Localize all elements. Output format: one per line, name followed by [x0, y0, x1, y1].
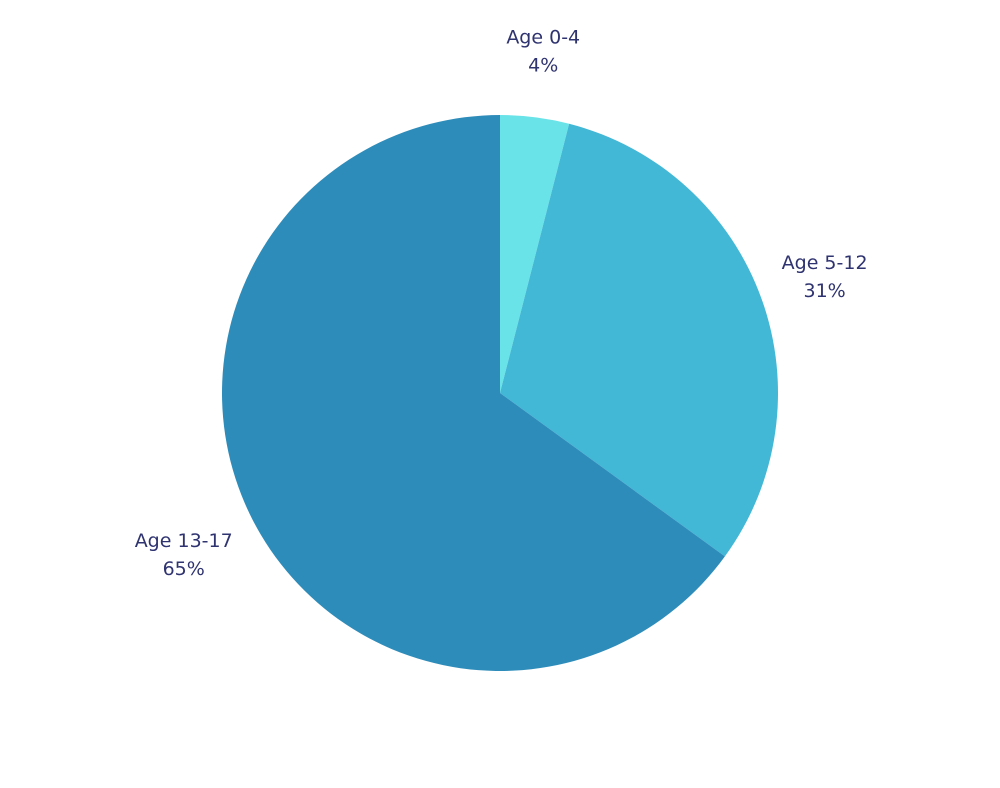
slice-label-age-0-4: Age 0-4 — [506, 27, 580, 49]
slice-value-age-13-17: 65% — [163, 558, 205, 580]
slice-value-age-5-12: 31% — [803, 280, 845, 302]
pie-slice-age-0-4 — [500, 115, 570, 393]
pie-labels: Age 0-4 4% Age 5-12 31% Age 13-17 65% — [135, 27, 868, 580]
slice-value-age-0-4: 4% — [528, 55, 558, 77]
pie-slice-age-5-12 — [500, 123, 778, 557]
pie-slices — [221, 115, 778, 671]
pie-slice-age-13-17 — [221, 115, 725, 671]
slice-label-age-13-17: Age 13-17 — [135, 530, 233, 552]
slice-label-age-5-12: Age 5-12 — [782, 252, 868, 274]
